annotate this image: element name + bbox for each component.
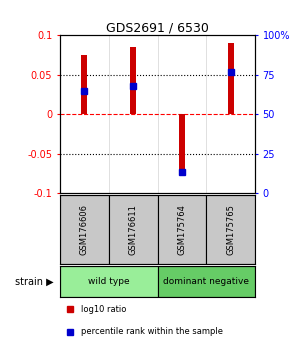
- Text: wild type: wild type: [88, 277, 130, 286]
- Title: GDS2691 / 6530: GDS2691 / 6530: [106, 21, 209, 34]
- Text: strain ▶: strain ▶: [15, 276, 54, 286]
- Text: GSM176606: GSM176606: [80, 204, 89, 255]
- Bar: [60, 195, 109, 264]
- Bar: [206, 195, 255, 264]
- Text: GSM175765: GSM175765: [226, 204, 235, 255]
- Bar: [109, 195, 158, 264]
- Text: percentile rank within the sample: percentile rank within the sample: [81, 327, 224, 336]
- Bar: [179, 114, 185, 173]
- Text: GSM175764: GSM175764: [177, 204, 186, 255]
- Bar: [228, 43, 233, 114]
- Bar: [158, 266, 255, 297]
- Bar: [158, 195, 206, 264]
- Bar: [82, 55, 87, 114]
- Bar: [60, 266, 158, 297]
- Bar: [130, 47, 136, 114]
- Text: log10 ratio: log10 ratio: [81, 305, 127, 314]
- Text: dominant negative: dominant negative: [163, 277, 249, 286]
- Text: GSM176611: GSM176611: [129, 204, 138, 255]
